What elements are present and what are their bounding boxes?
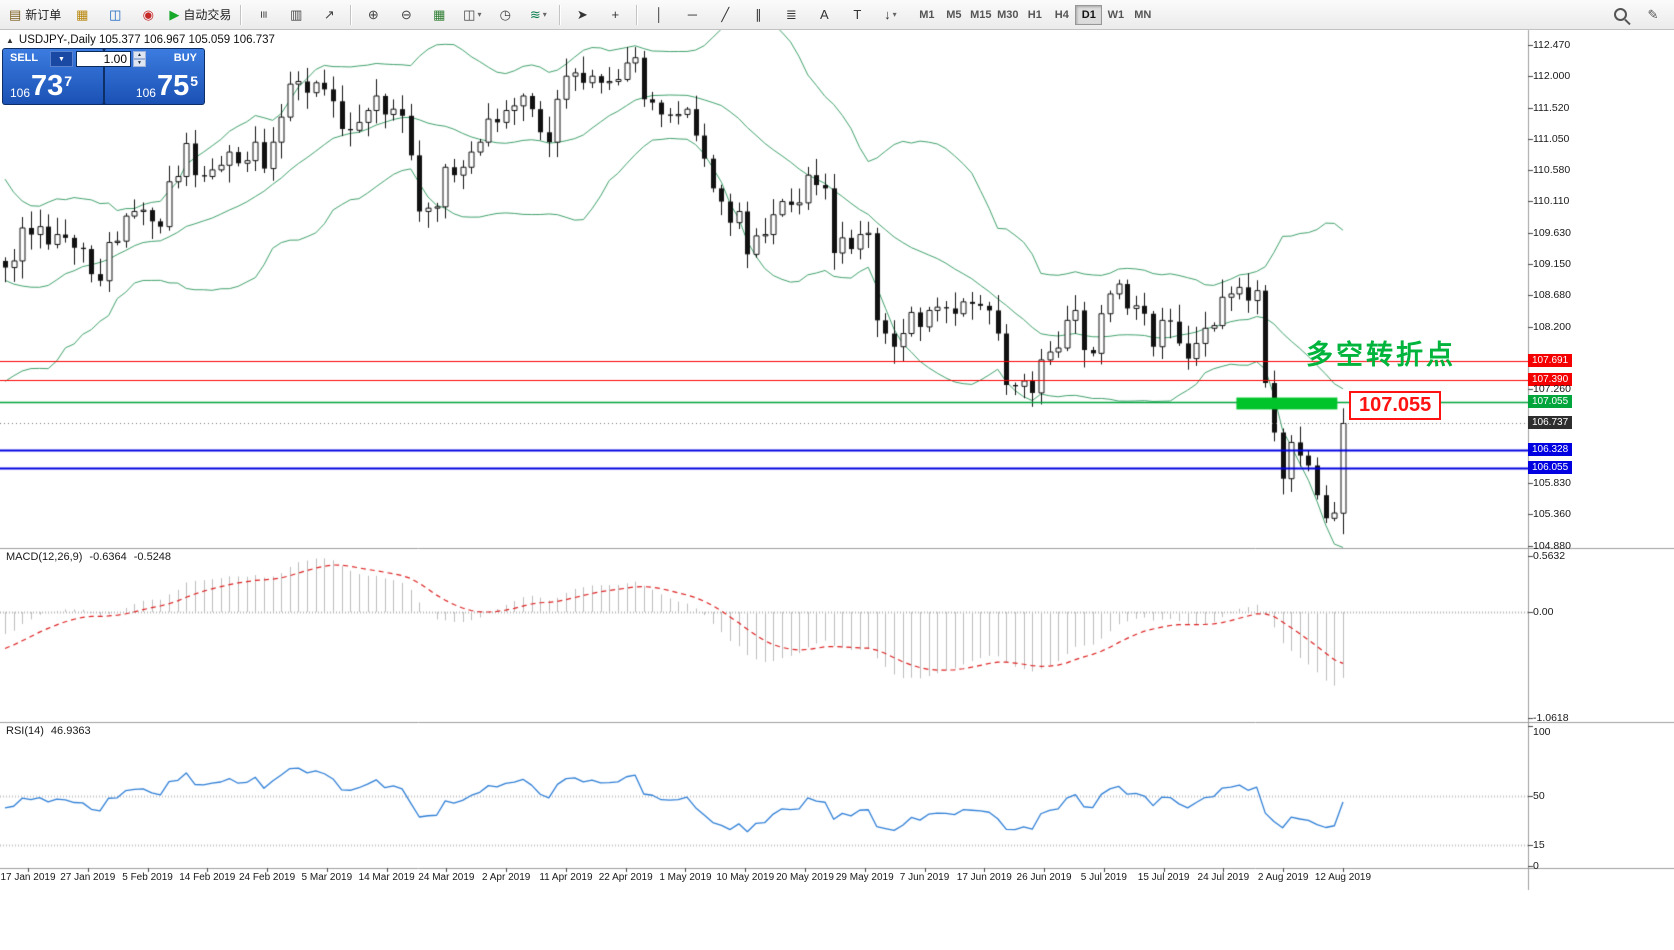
macd-pane-label: MACD(12,26,9) -0.6364 -0.5248 [6, 551, 172, 563]
fibonacci-button[interactable]: ≣ [775, 3, 807, 27]
candlestick-chart-button[interactable]: ▥ [280, 3, 312, 27]
toolbar-separator [350, 4, 353, 25]
timeframe-m15[interactable]: M15 [970, 8, 992, 21]
new-order-button-label: 新订单 [25, 8, 62, 22]
tile-windows-button[interactable]: ▦ [423, 3, 455, 27]
zoom-out-icon: ⊖ [400, 7, 412, 22]
toolbar-separator [636, 4, 639, 25]
stepper-down-icon: ▼ [133, 59, 146, 67]
timeframe-d1[interactable]: D1 [1075, 4, 1103, 25]
data-window-icon: ◫ [109, 7, 122, 22]
annotation-text[interactable]: 多空转折点 [1306, 340, 1456, 370]
trendline-icon: ╱ [721, 7, 730, 22]
sell-price: 106 73 7 [10, 70, 73, 102]
autotrading-button[interactable]: ▶ 自动交易 [165, 3, 235, 27]
arrows-button[interactable]: ↓ ▾ [874, 3, 906, 27]
order-mode-dropdown[interactable]: ▼ [50, 51, 73, 67]
data-window-button[interactable]: ◫ [99, 3, 131, 27]
dropdown-caret-icon: ▾ [542, 10, 547, 19]
indicators-icon: ≋ [529, 7, 541, 22]
channel-button[interactable]: ∥ [742, 3, 774, 27]
charts-button[interactable]: ▦ [66, 3, 98, 27]
volume-value: 1.00 [103, 52, 127, 66]
buy-price: 106 75 5 [135, 70, 198, 102]
fibonacci-icon: ≣ [785, 7, 797, 22]
level-price-label[interactable]: 107.055 [1349, 391, 1442, 420]
text-icon: A [819, 7, 829, 22]
tile-windows-icon: ▦ [433, 7, 446, 22]
arrange-windows-button[interactable]: ◫ ▾ [456, 3, 488, 27]
trendline-button[interactable]: ╱ [709, 3, 741, 27]
period-clock-button[interactable]: ◷ [489, 3, 521, 27]
search-icon [1613, 8, 1627, 21]
pencil-icon: ✎ [1647, 7, 1659, 22]
candlestick-icon: ▥ [290, 7, 303, 22]
timeframe-toolbar: M1 M5 M15 M30 H1 H4 D1 W1 MN [913, 4, 1156, 25]
dropdown-caret-icon: ▾ [892, 10, 897, 19]
vertical-line-button[interactable]: │ [643, 3, 675, 27]
line-chart-icon: ↗ [323, 7, 335, 22]
arrow-marker-icon: ↓ [884, 7, 891, 22]
one-click-trading-panel: SELL 106 73 7 BUY 106 75 5 ▼ 1.00 ▲ ▼ [2, 48, 205, 105]
crosshair-icon: + [611, 7, 620, 22]
channel-icon: ∥ [755, 7, 762, 22]
navigator-icon: ◉ [142, 7, 154, 22]
toolbar: ▤ 新订单 ▦ ◫ ◉ ▶ 自动交易 ≡ ▥ ↗ ⊕ ⊖ ▦ ◫ ▾ ◷ ≋ ▾ ➤ + │ ─ ╱ ∥ ≣ A T ↓ ▾ M1 M5 M1… [0, 0, 1674, 30]
text-label-icon: T [853, 7, 862, 22]
arrange-windows-icon: ◫ [463, 7, 476, 22]
clock-icon: ◷ [499, 7, 511, 22]
one-click-toggle-icon[interactable]: ▲ [6, 35, 14, 45]
zoom-out-button[interactable]: ⊖ [390, 3, 422, 27]
stepper-up-icon: ▲ [133, 51, 146, 59]
bar-chart-icon: ≡ [255, 10, 271, 19]
zoom-in-icon: ⊕ [367, 7, 379, 22]
new-order-icon: ▤ [9, 7, 22, 22]
text-button[interactable]: A [808, 3, 840, 27]
symbol-info: ▲ USDJPY-,Daily 105.377 106.967 105.059 … [6, 34, 275, 46]
sell-label: SELL [10, 52, 39, 64]
new-order-button[interactable]: ▤ 新订单 [5, 3, 65, 27]
timeframe-w1[interactable]: W1 [1107, 8, 1125, 21]
timeframe-m5[interactable]: M5 [946, 8, 962, 21]
search-button[interactable] [1604, 3, 1636, 27]
timeframe-m30[interactable]: M30 [997, 8, 1019, 21]
autotrading-button-label: 自动交易 [183, 8, 232, 22]
toolbar-separator [240, 4, 243, 25]
autotrading-play-icon: ▶ [169, 7, 180, 22]
navigator-button[interactable]: ◉ [132, 3, 164, 27]
edit-button[interactable]: ✎ [1637, 3, 1669, 27]
line-chart-button[interactable]: ↗ [313, 3, 345, 27]
cursor-icon: ➤ [576, 7, 588, 22]
zoom-in-button[interactable]: ⊕ [357, 3, 389, 27]
toolbar-separator [559, 4, 562, 25]
bar-chart-button[interactable]: ≡ [247, 3, 279, 27]
indicators-button[interactable]: ≋ ▾ [522, 3, 554, 27]
cursor-button[interactable]: ➤ [566, 3, 598, 27]
volume-input[interactable]: 1.00 [76, 51, 131, 67]
dropdown-caret-icon: ▾ [477, 10, 482, 19]
charts-icon: ▦ [76, 7, 89, 22]
crosshair-button[interactable]: + [599, 3, 631, 27]
volume-stepper[interactable]: ▲ ▼ [133, 51, 146, 67]
rsi-pane-label: RSI(14) 46.9363 [6, 725, 91, 737]
timeframe-h4[interactable]: H4 [1054, 8, 1069, 21]
timeframe-h1[interactable]: H1 [1027, 8, 1042, 21]
text-label-button[interactable]: T [841, 3, 873, 27]
horizontal-line-button[interactable]: ─ [676, 3, 708, 27]
horizontal-line-icon: ─ [687, 7, 697, 22]
symbol-ohlc-text: USDJPY-,Daily 105.377 106.967 105.059 10… [18, 34, 275, 46]
vertical-line-icon: │ [655, 7, 664, 22]
buy-label: BUY [173, 52, 197, 64]
timeframe-mn[interactable]: MN [1134, 8, 1152, 21]
chevron-down-icon: ▼ [58, 55, 65, 63]
timeframe-m1[interactable]: M1 [919, 8, 935, 21]
